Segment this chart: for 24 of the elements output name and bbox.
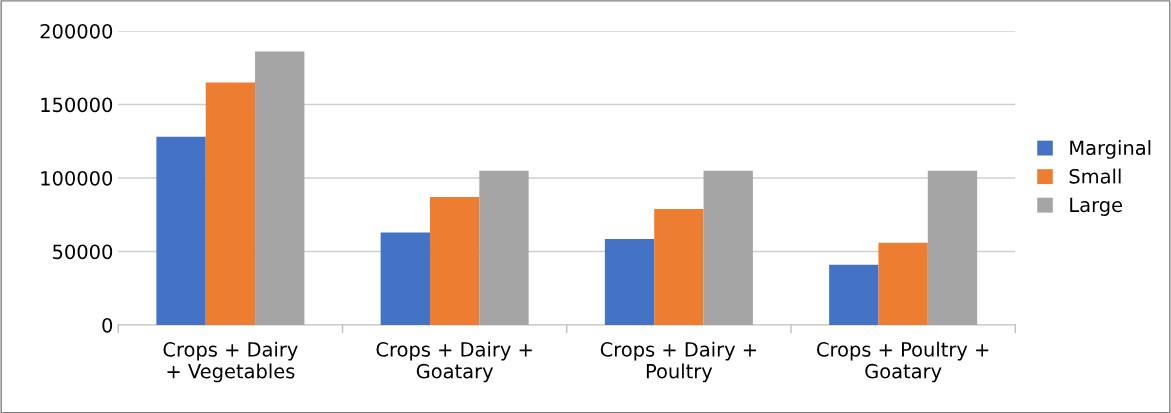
y-tick-label: 100000 [41,170,113,186]
bar [829,264,879,326]
x-tick-label: Crops + Dairy + Vegetables [163,341,298,383]
bar [380,232,430,326]
bar [479,170,529,326]
x-tick-label: Crops + Poultry + Goatary [817,341,989,383]
x-tick-label: Crops + Dairy + Poultry [600,341,757,383]
y-tick-label: 200000 [40,23,113,39]
legend-label: Marginal [1070,140,1151,159]
bar [604,239,655,326]
legend-label: Small [1069,168,1121,184]
bar [927,170,978,326]
bar [878,242,928,326]
bar [255,51,305,326]
bar [654,208,704,326]
legend-label: Large [1070,197,1123,216]
bar [156,136,206,326]
y-tick-label: 150000 [41,97,113,113]
y-tick-label: 50000 [53,244,113,260]
bar [205,82,256,326]
bar [703,170,753,326]
bar [429,197,480,326]
y-tick-label: 0 [102,317,113,333]
x-tick-label: Crops + Dairy + Goatary [376,341,532,383]
